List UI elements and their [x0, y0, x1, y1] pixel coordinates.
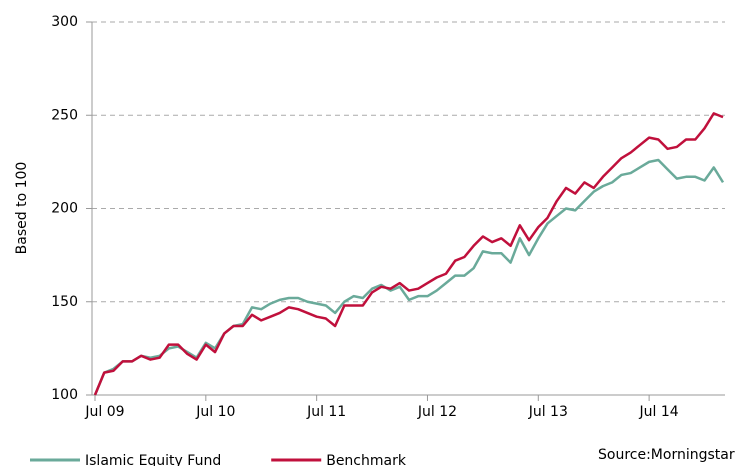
y-tick-label: 100 — [51, 387, 78, 403]
y-axis-label: Based to 100 — [14, 162, 30, 255]
legend-label: Benchmark — [326, 453, 407, 466]
legend-label: Islamic Equity Fund — [85, 453, 221, 466]
x-tick-label: Jul 14 — [639, 404, 679, 420]
source: Source:Morningstar — [598, 447, 735, 463]
x-tick-label: Jul 10 — [195, 404, 235, 420]
y-tick-label: 150 — [51, 294, 78, 310]
x-tick-label: Jul 13 — [528, 404, 568, 420]
y-tick-label: 300 — [51, 14, 78, 30]
x-tick-label: Jul 09 — [84, 404, 124, 420]
y-tick-label: 250 — [51, 107, 78, 123]
series-line — [93, 158, 725, 396]
y-tick-label: 200 — [51, 201, 78, 217]
series-line — [93, 112, 724, 396]
x-tick-label: Jul 11 — [306, 404, 346, 420]
x-tick-label: Jul 12 — [417, 404, 457, 420]
